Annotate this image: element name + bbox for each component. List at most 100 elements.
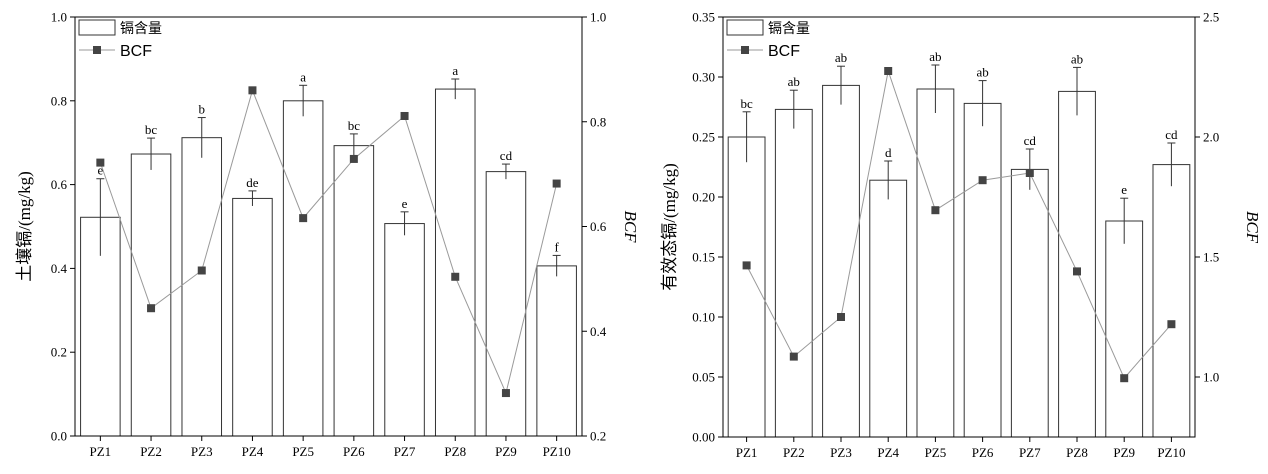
bar [727, 136, 766, 438]
legend-marker-swatch [741, 46, 749, 54]
bcf-point [451, 272, 460, 281]
significance-label: ab [976, 65, 988, 80]
y2-tick-label: 0.6 [590, 219, 607, 234]
y2-axis-label: BCF [1243, 211, 1262, 244]
bar [1105, 220, 1144, 438]
legend-bar-swatch [78, 19, 116, 36]
bcf-point [552, 179, 561, 188]
bar [916, 88, 955, 438]
y-tick-label: 0.0 [51, 429, 67, 444]
y2-tick-label: 0.2 [590, 429, 606, 444]
bar [1010, 168, 1049, 438]
y2-tick-label: 2.5 [1203, 10, 1219, 25]
y-tick-label: 0.8 [51, 93, 67, 108]
y-tick-label: 0.25 [692, 130, 715, 145]
x-tick-label: PZ3 [191, 444, 213, 459]
bcf-point [1167, 320, 1176, 329]
bcf-point [147, 304, 156, 313]
x-tick-label: PZ9 [495, 444, 517, 459]
y2-axis-label: BCF [621, 210, 640, 243]
legend-marker-swatch [93, 46, 101, 54]
legend-label-bar: 镉含量 [768, 21, 810, 37]
bcf-point [197, 266, 206, 275]
bcf-point [1120, 374, 1129, 383]
bar [963, 102, 1002, 438]
bar [181, 137, 223, 437]
bar [333, 145, 375, 437]
y-tick-label: 0.4 [51, 261, 68, 276]
chart-1: e bc b de a bc e a cd f 0.0 0.2 0.4 0.6 0.8 1.0 0.2 0.4 0.… [14, 10, 640, 460]
significance-label: bc [145, 122, 158, 137]
significance-label: cd [500, 148, 513, 163]
bcf-point [978, 176, 987, 185]
chart-2: bc ab ab d ab ab cd ab e cd 0.00 0.05 0.10 0.15 0.20 0.… [660, 10, 1262, 461]
x-tick-label: PZ3 [830, 445, 852, 460]
bcf-point [248, 86, 257, 95]
x-tick-label: PZ1 [736, 445, 758, 460]
significance-label: e [402, 196, 408, 211]
bar [822, 84, 860, 438]
significance-label: e [97, 163, 103, 178]
y-axis-label: 土壤镉/(mg/kg) [14, 171, 34, 282]
bar [130, 153, 172, 437]
bcf-point [931, 206, 940, 215]
x-tick-label: PZ4 [877, 445, 899, 460]
bcf-point [1025, 169, 1034, 177]
x-tick-label: PZ9 [1113, 445, 1135, 460]
legend-label-bcf: BCF [768, 43, 800, 60]
bar [1058, 90, 1096, 438]
bar [869, 179, 908, 438]
significance-label: ab [835, 50, 847, 65]
significance-label: a [300, 69, 306, 84]
y2-tick-label: 1.0 [1203, 370, 1219, 385]
y2-tick-label: 0.8 [590, 114, 606, 129]
x-tick-label: PZ4 [242, 444, 264, 459]
y-tick-label: 0.05 [692, 370, 715, 385]
bcf-point [789, 352, 798, 361]
y-tick-label: 0.20 [692, 190, 715, 205]
significance-label: ab [929, 49, 941, 64]
significance-label: cd [1024, 133, 1037, 148]
x-tick-label: PZ6 [343, 444, 365, 459]
y-tick-label: 1.0 [51, 10, 67, 25]
bcf-point [837, 313, 845, 321]
bcf-point [501, 389, 510, 398]
x-tick-label: PZ5 [292, 444, 314, 459]
y-tick-label: 0.00 [692, 430, 715, 445]
significance-label: ab [1071, 51, 1083, 66]
bar [536, 265, 577, 437]
bcf-point [349, 154, 358, 163]
x-tick-label: PZ8 [444, 444, 466, 459]
bcf-point [1073, 267, 1081, 276]
significance-label: ab [788, 74, 800, 89]
x-tick-label: PZ6 [972, 445, 994, 460]
x-tick-label: PZ2 [783, 445, 805, 460]
y-tick-label: 0.15 [692, 250, 715, 265]
y-axis-label: 有效态镉/(mg/kg) [660, 163, 679, 291]
plot-frame [722, 16, 1196, 438]
x-tick-label: PZ8 [1066, 445, 1088, 460]
bar [384, 223, 425, 437]
y-tick-label: 0.30 [692, 70, 715, 85]
bar [434, 88, 476, 437]
significance-label: f [554, 239, 559, 254]
x-tick-label: PZ5 [925, 445, 947, 460]
bcf-point [884, 67, 893, 75]
significance-label: bc [348, 118, 361, 133]
legend-label-bar: 镉含量 [120, 21, 162, 37]
y2-tick-label: 0.4 [590, 324, 607, 339]
bcf-point [96, 158, 105, 167]
significance-label: a [452, 63, 458, 78]
y2-tick-label: 1.5 [1203, 250, 1219, 265]
bar [282, 100, 324, 437]
y-tick-label: 0.6 [51, 177, 68, 192]
significance-label: b [199, 102, 206, 117]
significance-label: bc [740, 96, 753, 111]
significance-label: cd [1165, 127, 1178, 142]
legend-label-bcf: BCF [120, 43, 152, 60]
x-tick-label: PZ10 [543, 444, 571, 459]
y-tick-label: 0.35 [692, 10, 715, 25]
bar [774, 108, 813, 438]
bar [232, 197, 273, 437]
